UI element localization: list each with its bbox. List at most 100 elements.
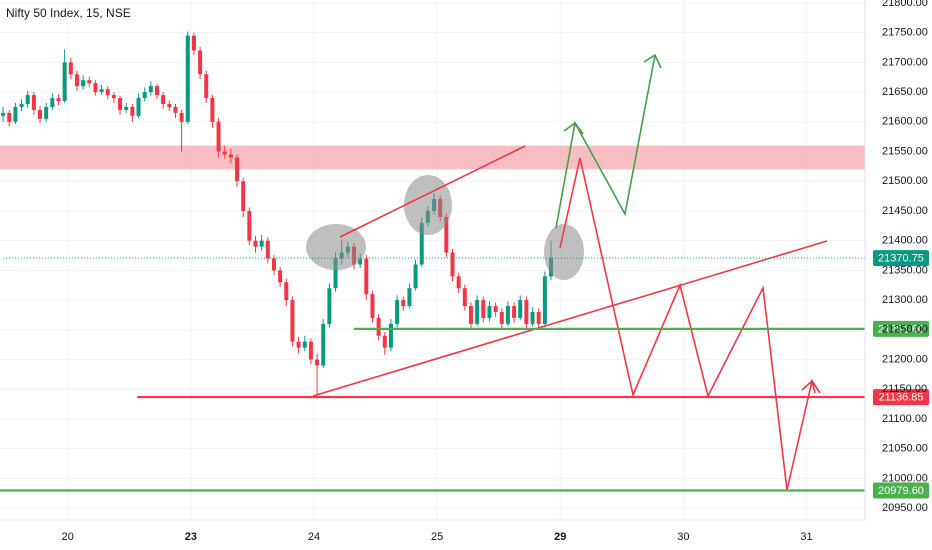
candle-body xyxy=(456,276,461,289)
highlight xyxy=(544,224,584,280)
candle-body xyxy=(216,121,221,152)
candle-body xyxy=(81,80,86,87)
candle-body xyxy=(493,306,498,312)
candle-body xyxy=(161,95,166,104)
candle-body xyxy=(308,341,313,360)
candle-body xyxy=(13,106,18,122)
candle-body xyxy=(512,306,517,318)
axes: 20950.00 21000.00 21050.00 21100.00 21150.00… xyxy=(62,0,928,543)
candle-body xyxy=(444,216,449,253)
candle-body xyxy=(358,258,363,265)
candle-body xyxy=(25,95,30,104)
resistance-zone xyxy=(0,145,865,170)
candle-body xyxy=(228,154,233,158)
y-tick-label: 21500.00 xyxy=(882,175,928,187)
arrow-head xyxy=(563,121,584,135)
candle-body xyxy=(44,106,49,119)
candle-body xyxy=(191,35,196,51)
y-tick-label: 20950.00 xyxy=(882,502,928,514)
arrow-head xyxy=(643,53,662,69)
candle-body xyxy=(154,86,159,96)
candle-body xyxy=(173,106,178,113)
candle-body xyxy=(333,258,338,289)
zones xyxy=(0,145,865,170)
levels: 21370.75 21251.60 21136.85 20979.60 xyxy=(0,250,929,499)
candle-body xyxy=(179,112,184,122)
candle-body xyxy=(481,300,486,318)
candle-body xyxy=(462,288,467,307)
candle-body xyxy=(50,98,55,107)
candle-body xyxy=(419,222,424,265)
candle-body xyxy=(302,341,307,348)
candle-body xyxy=(321,323,326,366)
price-label: 21370.75 xyxy=(878,252,924,264)
y-tick-label: 21000.00 xyxy=(882,472,928,484)
x-tick-label: 30 xyxy=(677,531,689,543)
highlight xyxy=(404,175,452,235)
candle-body xyxy=(536,312,541,324)
candle-body xyxy=(364,258,369,295)
y-tick-label: 21400.00 xyxy=(882,235,928,247)
y-tick-label: 21150.00 xyxy=(882,383,927,395)
candle-body xyxy=(518,300,523,318)
candle-body xyxy=(204,74,209,99)
candle-body xyxy=(19,104,24,107)
candle-body xyxy=(265,240,270,259)
y-tick-label: 21250.00 xyxy=(882,324,928,336)
y-tick-label: 21450.00 xyxy=(882,205,928,217)
candle-body xyxy=(284,282,289,301)
price-label-box xyxy=(873,250,929,267)
x-tick-label: 20 xyxy=(62,531,74,543)
highlight xyxy=(306,224,366,270)
candle-body xyxy=(370,294,375,318)
candle-body xyxy=(136,98,141,116)
candle-body xyxy=(198,50,203,75)
candle-body xyxy=(87,80,92,84)
y-tick-label: 21700.00 xyxy=(882,56,928,68)
candle-body xyxy=(31,95,36,110)
price-label-box xyxy=(873,482,929,499)
chart-title: Nifty 50 Index, 15, NSE xyxy=(6,6,131,20)
candle-body xyxy=(505,306,510,324)
candle-body xyxy=(450,252,455,277)
y-tick-label: 21350.00 xyxy=(882,264,928,276)
arrow-head xyxy=(801,379,816,394)
candle-body xyxy=(68,62,73,75)
candle-body xyxy=(111,95,116,99)
candle-body xyxy=(487,306,492,318)
candle-body xyxy=(105,89,110,96)
candle-body xyxy=(62,62,67,102)
candle-body xyxy=(222,151,227,155)
trend-line xyxy=(312,240,828,397)
candle-body xyxy=(1,112,6,116)
candle-body xyxy=(148,86,153,93)
candle-body xyxy=(253,240,258,247)
candle-body xyxy=(74,74,79,87)
candle-body xyxy=(296,341,301,348)
candle-body xyxy=(327,288,332,324)
candle-body xyxy=(99,89,104,93)
candle-body xyxy=(241,181,246,211)
candle-body xyxy=(118,98,123,110)
candle-body xyxy=(542,276,547,324)
candle-body xyxy=(376,317,381,336)
candle-body xyxy=(130,106,135,116)
candle-body xyxy=(259,240,264,247)
candle-body xyxy=(395,300,400,324)
candle-body xyxy=(271,258,276,271)
candle-body xyxy=(235,157,240,182)
candle-body xyxy=(56,98,61,102)
y-tick-label: 21200.00 xyxy=(882,353,928,365)
candle-body xyxy=(185,35,190,122)
x-tick-label: 23 xyxy=(185,531,197,543)
candle-body xyxy=(278,270,283,283)
price-label: 21251.60 xyxy=(878,323,924,335)
candle-body xyxy=(475,300,480,324)
candle-body xyxy=(210,98,215,122)
candle-body xyxy=(247,210,252,241)
candle-body xyxy=(315,359,320,366)
candle-body xyxy=(38,109,43,119)
candle-body xyxy=(142,92,147,99)
y-tick-label: 21100.00 xyxy=(882,413,927,425)
